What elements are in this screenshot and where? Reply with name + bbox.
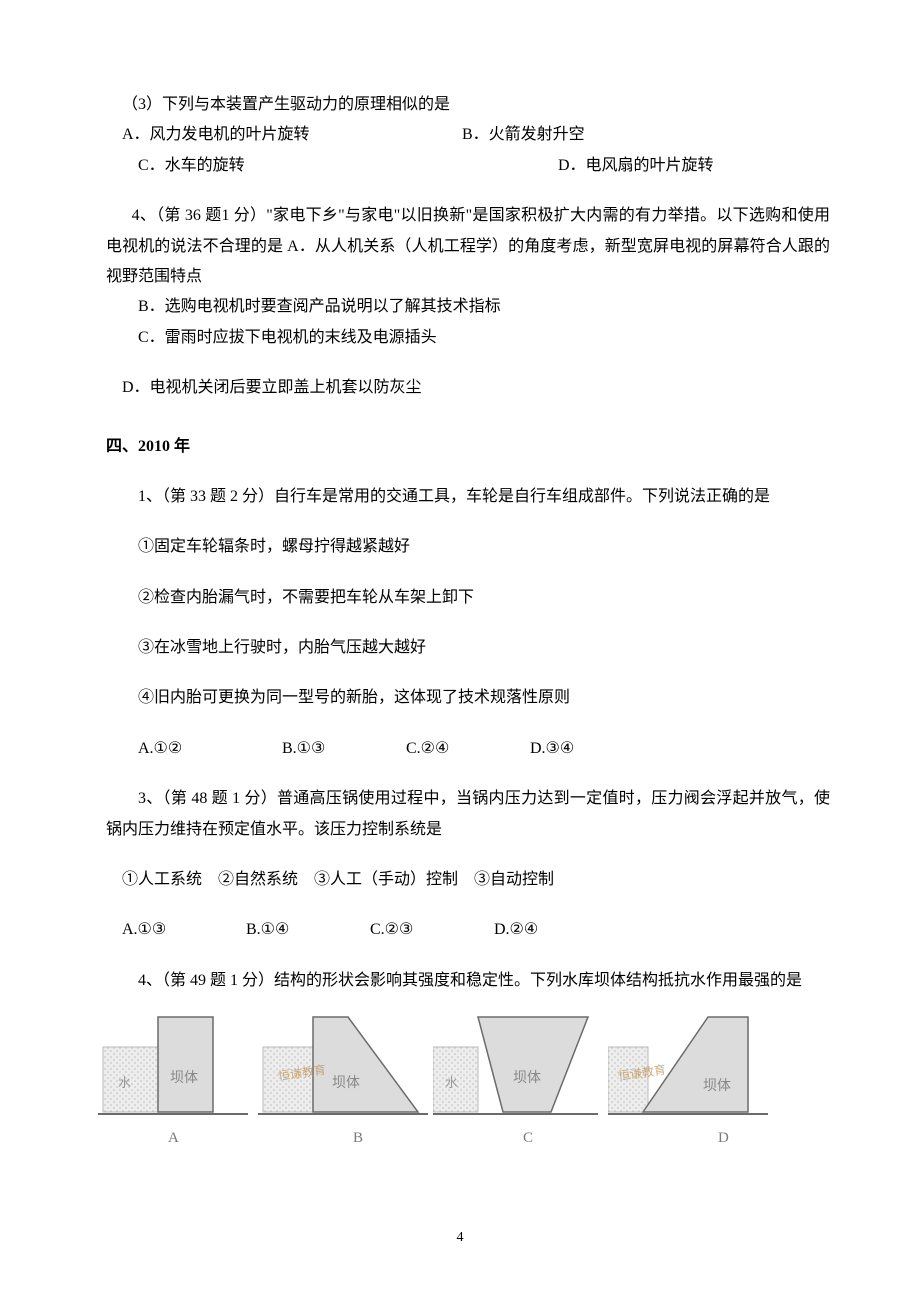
diagram-A-water: 水: [118, 1075, 131, 1090]
diagram-D-dam: 坝体: [703, 1078, 731, 1094]
diagram-C: 水 坝体 C: [433, 1002, 608, 1152]
q1-2010-s4: ④旧内胎可更换为同一型号的新胎，这体现了技术规落性原则: [90, 683, 830, 713]
q3-2010-options: A.①③ B.①④ C.②③ D.②④: [90, 915, 830, 945]
diagram-C-water: 水: [445, 1075, 458, 1090]
diagram-A-dam: 坝体: [170, 1070, 198, 1086]
q1-2010-s3: ③在冰雪地上行驶时，内胎气压越大越好: [90, 633, 830, 663]
q4-2009-stem-text: 4、（第 36 题1 分）"家电下乡"与家电"以旧换新"是国家积极扩大内需的有力…: [106, 207, 830, 285]
diagram-D-label: D: [718, 1124, 729, 1153]
q1-2010-optA: A.①②: [138, 734, 278, 764]
q3-sub3-optB: B．火箭发射升空: [462, 120, 585, 150]
q4-2009-optD: D．电视机关闭后要立即盖上机套以防灰尘: [90, 373, 830, 403]
diagram-row: 水 坝体 A 坝体 恒谦教育 B 水 坝体 C 坝体: [90, 1002, 830, 1152]
diagram-C-label: C: [523, 1124, 533, 1153]
q1-2010-optB: B.①③: [282, 734, 402, 764]
diagram-C-dam: 坝体: [513, 1070, 541, 1086]
diagram-C-svg: 水 坝体: [433, 1002, 608, 1132]
q4-2009-stem: 4、（第 36 题1 分）"家电下乡"与家电"以旧换新"是国家积极扩大内需的有力…: [90, 201, 830, 292]
q3-2010-optA: A.①③: [122, 915, 242, 945]
q3-2010-optB: B.①④: [246, 915, 366, 945]
q3-2010-optC: C.②③: [370, 915, 490, 945]
q3-sub3-row2: C．水车的旋转 D．电风扇的叶片旋转: [90, 151, 830, 181]
q3-sub3-optC: C．水车的旋转: [138, 151, 558, 181]
diagram-A-label: A: [168, 1124, 179, 1153]
q3-sub3-optA: A．风力发电机的叶片旋转: [122, 120, 462, 150]
diagram-A: 水 坝体 A: [98, 1002, 258, 1152]
diagram-B-dam: 坝体: [332, 1075, 360, 1091]
q3-2010-optD: D.②④: [494, 915, 538, 945]
q4-2009-optB: B．选购电视机时要查阅产品说明以了解其技术指标: [90, 292, 830, 322]
q3-sub3-optD: D．电风扇的叶片旋转: [558, 151, 714, 181]
diagram-B: 坝体 恒谦教育 B: [258, 1002, 433, 1152]
q3-2010-choices: ①人工系统 ②自然系统 ③人工（手动）控制 ③自动控制: [90, 865, 830, 895]
q4-2009-optC: C．雷雨时应拔下电视机的末线及电源插头: [90, 323, 830, 353]
diagram-B-label: B: [353, 1124, 363, 1153]
q1-2010-s1: ①固定车轮辐条时，螺母拧得越紧越好: [90, 532, 830, 562]
q3-sub3-row1: A．风力发电机的叶片旋转 B．火箭发射升空: [90, 120, 830, 150]
diagram-A-svg: 水 坝体: [98, 1002, 258, 1132]
q1-2010-optC: C.②④: [406, 734, 526, 764]
q1-2010-stem: 1、（第 33 题 2 分）自行车是常用的交通工具，车轮是自行车组成部件。下列说…: [90, 482, 830, 512]
q1-2010-options: A.①② B.①③ C.②④ D.③④: [90, 734, 830, 764]
q3-2010-stem: 3、（第 48 题 1 分）普通高压锅使用过程中，当锅内压力达到一定值时，压力阀…: [90, 784, 830, 845]
diagram-D: 坝体 恒谦教育 D: [608, 1002, 778, 1152]
q3-sub3-stem: （3）下列与本装置产生驱动力的原理相似的是: [90, 90, 830, 120]
section-2010-title: 四、2010 年: [90, 432, 830, 462]
q1-2010-optD: D.③④: [530, 734, 574, 764]
page-number: 4: [457, 1225, 464, 1252]
q4-2010-stem: 4、（第 49 题 1 分）结构的形状会影响其强度和稳定性。下列水库坝体结构抵抗…: [90, 966, 830, 996]
q1-2010-s2: ②检查内胎漏气时，不需要把车轮从车架上卸下: [90, 583, 830, 613]
